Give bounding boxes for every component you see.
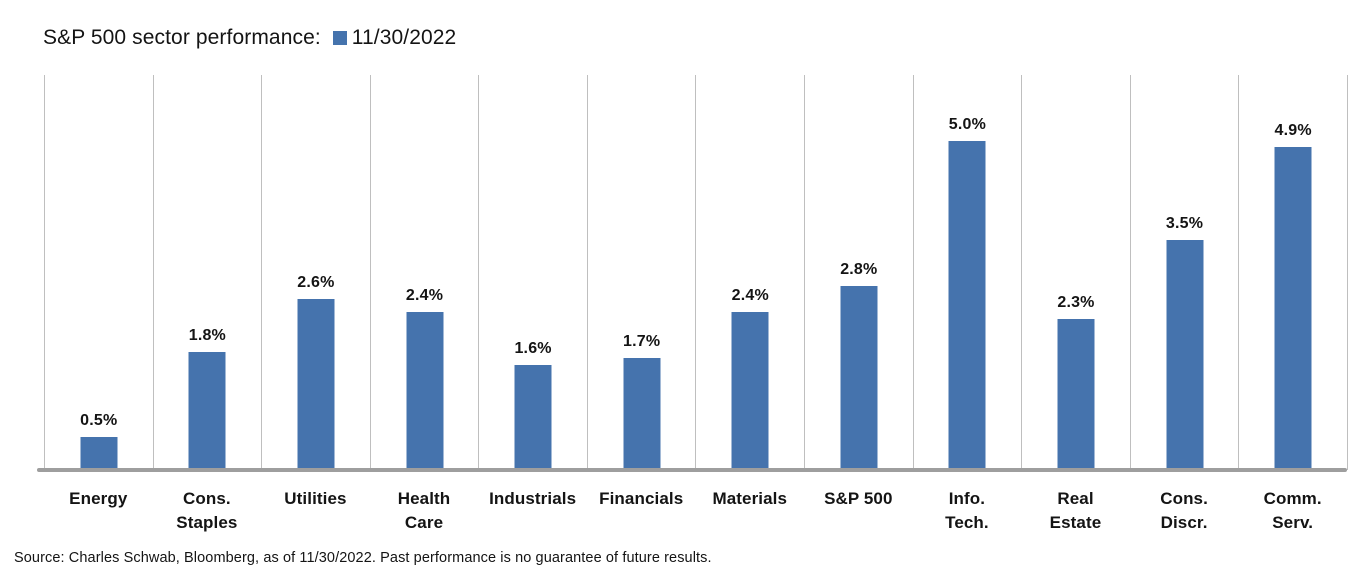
bar bbox=[731, 312, 769, 470]
bar-value-label: 2.4% bbox=[731, 287, 769, 304]
category-label: Utilities bbox=[284, 489, 347, 508]
category-label: Info. Tech. bbox=[945, 489, 989, 532]
category-slot: 2.8% bbox=[805, 75, 914, 470]
category-slot: 3.5% bbox=[1131, 75, 1240, 470]
category-slot: 1.7% bbox=[588, 75, 697, 470]
bar-value-label: 2.3% bbox=[1057, 293, 1095, 311]
category-slot: 1.6% bbox=[479, 75, 588, 470]
bar-value-label: 0.5% bbox=[80, 412, 118, 430]
bar-value-label: 3.5% bbox=[1165, 214, 1204, 232]
bar-value-label: 5.0% bbox=[948, 115, 987, 133]
bar bbox=[623, 358, 661, 470]
category-label: Comm. Serv. bbox=[1263, 489, 1322, 532]
category-label: S&P 500 bbox=[824, 489, 893, 508]
category-slot: 0.5% bbox=[45, 75, 154, 470]
category-label: Real Estate bbox=[1049, 489, 1102, 532]
bar bbox=[1057, 318, 1095, 470]
category-label: Materials bbox=[712, 489, 788, 508]
bar-value-label: 2.6% bbox=[297, 273, 335, 291]
bar bbox=[514, 364, 552, 470]
legend-label: 11/30/2022 bbox=[351, 26, 457, 49]
chart-title: S&P 500 sector performance: bbox=[43, 26, 321, 49]
category-label: Industrials bbox=[489, 489, 577, 508]
bar bbox=[840, 285, 878, 470]
bar bbox=[80, 437, 118, 470]
source-note: Source: Charles Schwab, Bloomberg, as of… bbox=[14, 550, 712, 566]
category-label: Cons. Staples bbox=[176, 489, 238, 532]
bar bbox=[1274, 147, 1312, 470]
bar-value-label: 4.9% bbox=[1274, 122, 1312, 140]
category-slot: 4.9% bbox=[1239, 75, 1348, 470]
x-axis-line bbox=[37, 468, 1347, 472]
plot-area: 0.5% 1.8% 2.6% 2.4% 1.6% 1.7% 2.4% 2.8% … bbox=[44, 75, 1348, 470]
category-slot: 2.4% bbox=[696, 75, 806, 470]
bar bbox=[297, 298, 335, 470]
category-label: Energy bbox=[69, 489, 128, 508]
bar-value-label: 2.8% bbox=[840, 260, 878, 278]
bar bbox=[188, 351, 226, 470]
bar-value-label: 1.7% bbox=[623, 333, 661, 351]
plot-wrap: 0.5% 1.8% 2.6% 2.4% 1.6% 1.7% 2.4% 2.8% … bbox=[37, 75, 1348, 472]
category-slot: 2.6% bbox=[262, 75, 371, 470]
x-axis-labels: Energy Cons. Staples Utilities Health Care Ind… bbox=[44, 487, 1347, 535]
chart-header: S&P 500 sector performance: 11/30/2022 bbox=[43, 24, 456, 51]
category-label: Cons. Discr. bbox=[1160, 489, 1208, 532]
category-slot: 2.4% bbox=[371, 75, 480, 470]
category-label: Health Care bbox=[397, 489, 451, 532]
bar bbox=[1166, 239, 1204, 470]
category-slot: 2.3% bbox=[1022, 75, 1131, 470]
category-label: Financials bbox=[599, 489, 684, 508]
category-slot: 5.0% bbox=[914, 75, 1023, 470]
category-slot: 1.8% bbox=[154, 75, 263, 470]
bar-value-label: 1.6% bbox=[514, 339, 552, 357]
bar-value-label: 2.4% bbox=[405, 287, 444, 304]
legend-swatch-icon bbox=[332, 30, 347, 45]
bar-value-label: 1.8% bbox=[188, 326, 226, 344]
bar bbox=[406, 312, 444, 470]
bar bbox=[948, 140, 986, 470]
